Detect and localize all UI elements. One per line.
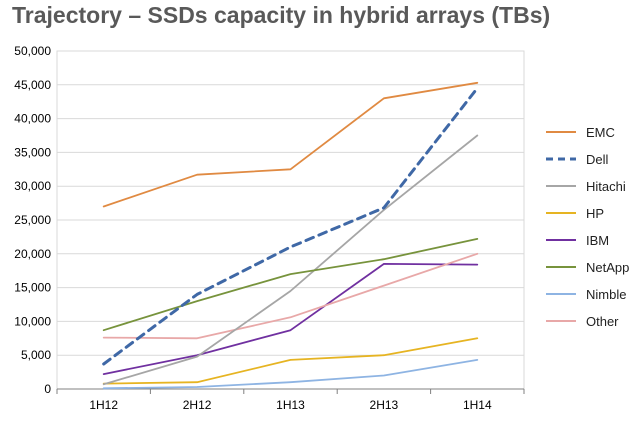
y-tick-label: 35,000 [14,145,51,159]
x-tick-label: 1H14 [463,398,492,412]
series-line-emc [102,81,479,208]
x-tick-label: 1H12 [89,398,118,412]
x-tick-label: 2H12 [183,398,212,412]
y-tick-label: 30,000 [14,179,51,193]
legend-label-dell: Dell [586,152,609,167]
y-tick-label: 5,000 [21,348,51,362]
x-axis-ticks: 1H12 2H12 1H13 2H13 1H14 [56,389,525,412]
series-line-dell [102,86,479,366]
legend-label-ibm: IBM [586,233,609,248]
series-line-nimble [102,358,479,390]
y-tick-label: 45,000 [14,78,51,92]
legend-label-hitachi: Hitachi [586,179,626,194]
legend-label-nimble: Nimble [586,287,626,302]
series-line-other [102,252,479,340]
legend-label-hp: HP [586,206,604,221]
y-axis-ticks: 0 5,000 10,000 15,000 20,000 25,000 30,000 35,0… [14,44,51,396]
y-tick-label: 50,000 [14,44,51,58]
series-line-ibm [102,262,479,376]
gridlines [57,50,524,356]
x-tick-label: 1H13 [276,398,305,412]
series-line-hitachi [102,134,479,386]
legend-label-emc: EMC [586,125,615,140]
legend: EMC Dell Hitachi HP IBM NetApp Nimble Other [546,125,629,329]
legend-label-netapp: NetApp [586,260,629,275]
series-line-hp [102,337,479,385]
y-tick-label: 10,000 [14,314,51,328]
legend-label-other: Other [586,314,619,329]
y-tick-label: 15,000 [14,281,51,295]
y-tick-label: 40,000 [14,112,51,126]
chart-title: Trajectory – SSDs capacity in hybrid arr… [12,2,551,28]
x-tick-label: 2H13 [370,398,399,412]
series-group [102,81,479,390]
series-line-netapp [102,237,479,332]
y-tick-label: 25,000 [14,213,51,227]
y-tick-label: 0 [44,382,51,396]
y-tick-label: 20,000 [14,247,51,261]
